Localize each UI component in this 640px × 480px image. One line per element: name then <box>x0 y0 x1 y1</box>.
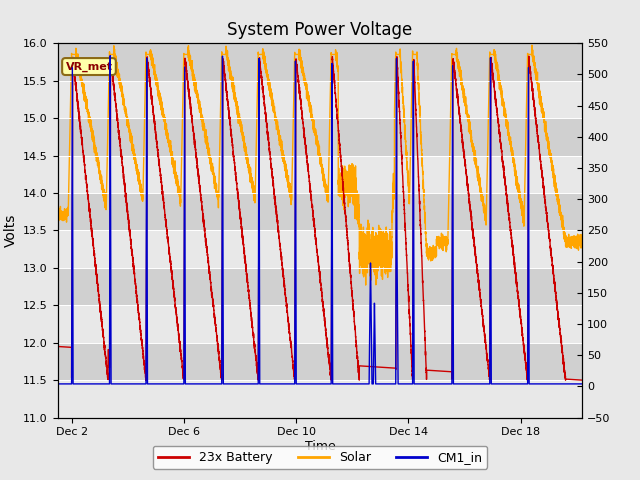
Bar <box>58 81 582 118</box>
Bar <box>58 193 582 230</box>
Bar <box>58 156 582 193</box>
Y-axis label: Volts: Volts <box>4 214 17 247</box>
Bar <box>58 43 582 81</box>
Title: System Power Voltage: System Power Voltage <box>227 21 413 39</box>
Legend: 23x Battery, Solar, CM1_in: 23x Battery, Solar, CM1_in <box>153 446 487 469</box>
Bar <box>58 343 582 380</box>
Bar <box>58 380 582 418</box>
Bar <box>58 230 582 268</box>
X-axis label: Time: Time <box>305 440 335 453</box>
Bar <box>58 118 582 156</box>
Text: VR_met: VR_met <box>65 61 113 72</box>
Bar <box>58 268 582 305</box>
Bar <box>58 305 582 343</box>
